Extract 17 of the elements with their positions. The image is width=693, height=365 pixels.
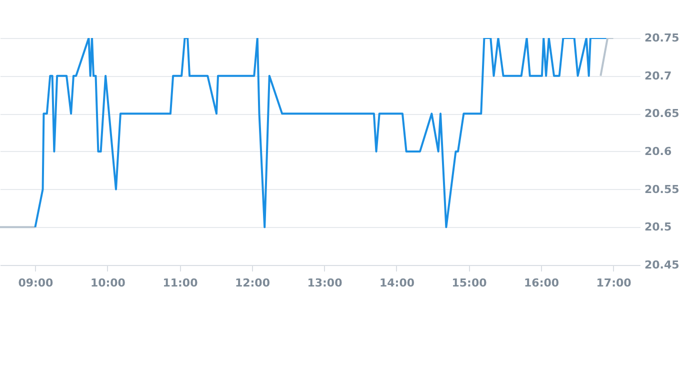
y-tick-label: 20.75 — [644, 32, 680, 44]
x-tick-label: 09:00 — [18, 276, 54, 290]
x-tick-label: 17:00 — [596, 276, 632, 290]
y-tick-label: 20.65 — [644, 107, 680, 120]
line-series — [34, 38, 608, 228]
y-tick-label: 20.5 — [644, 220, 672, 234]
y-tick-label: 20.7 — [644, 69, 672, 82]
x-tick-label: 11:00 — [162, 276, 198, 290]
y-tick-label: 20.55 — [644, 182, 680, 196]
x-tick-label: 12:00 — [234, 276, 270, 290]
x-tick-label: 13:00 — [307, 276, 343, 290]
x-tick-label: 14:00 — [379, 276, 415, 290]
x-tick-label: 16:00 — [524, 276, 560, 290]
x-tick-label: 15:00 — [452, 276, 488, 290]
x-tick-label: 10:00 — [90, 276, 126, 290]
y-tick-label: 20.45 — [644, 258, 680, 272]
y-tick-label: 20.6 — [644, 145, 672, 158]
